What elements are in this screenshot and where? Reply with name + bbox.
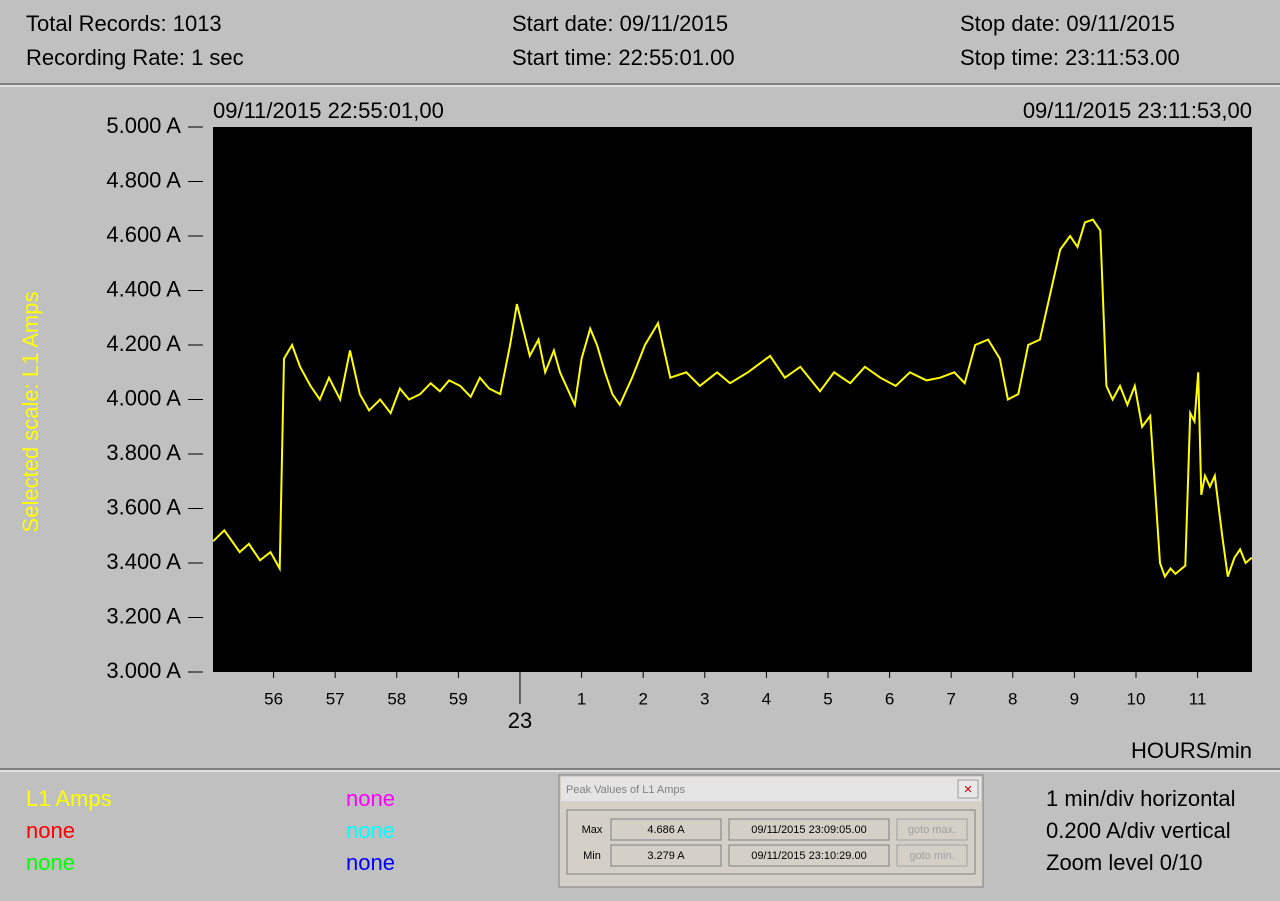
start-time: Start time: 22:55:01.00 [512, 45, 735, 70]
peak-dialog: Peak Values of L1 Amps ✕ Max 4.686 A 09/11… [558, 774, 984, 888]
y-tick-label: 4.400 A [106, 276, 181, 301]
x-tick-label: 3 [700, 689, 709, 708]
y-tick-label: 3.400 A [106, 549, 181, 574]
x-tick-label: 23 [508, 708, 532, 733]
info-line: Zoom level 0/10 [1046, 850, 1203, 875]
x-tick-label: 4 [762, 689, 771, 708]
legend-entry: none [26, 818, 75, 843]
peak-time: 09/11/2015 23:10:29.00 [751, 850, 866, 862]
dialog-titlebar [561, 777, 981, 801]
peak-rows: Max 4.686 A 09/11/2015 23:09:05.00 goto max… [582, 818, 968, 867]
legend-entry: none [26, 850, 75, 875]
recording-rate: Recording Rate: 1 sec [26, 45, 244, 70]
legend-entry: none [346, 786, 395, 811]
info-line: 0.200 A/div vertical [1046, 818, 1231, 843]
dialog-title: Peak Values of L1 Amps [566, 784, 686, 796]
x-tick-label: 58 [387, 689, 406, 708]
y-axis-label: Selected scale: L1 Amps [18, 292, 43, 533]
x-tick-label: 59 [449, 689, 468, 708]
stop-date: Stop date: 09/11/2015 [960, 11, 1175, 36]
x-axis-label: HOURS/min [1131, 738, 1252, 763]
data-line [212, 218, 1253, 579]
y-tick-label: 5.000 A [106, 113, 181, 138]
y-tick-label: 3.600 A [106, 494, 181, 519]
legend-entry: none [346, 850, 395, 875]
legend-entry: L1 Amps [26, 786, 112, 811]
end-label: 09/11/2015 23:11:53,00 [1023, 98, 1252, 123]
goto-button[interactable] [896, 844, 968, 867]
x-tick-label: 57 [326, 689, 345, 708]
peak-label: Min [583, 850, 601, 862]
value-box [610, 818, 722, 841]
goto-label: goto min. [909, 850, 954, 862]
start-date: Start date: 09/11/2015 [512, 11, 728, 36]
close-icon: ✕ [963, 784, 972, 796]
x-tick-label: 7 [946, 689, 955, 708]
x-tick-label: 6 [885, 689, 894, 708]
plot: 5.000 A 4.800 A 4.600 A 4.400 A 4.200 A 4.000… [106, 113, 1253, 733]
peak-label: Max [582, 824, 603, 836]
y-tick-label: 4.800 A [106, 167, 181, 192]
x-tick-label: 8 [1008, 689, 1017, 708]
x-tick-label: 56 [264, 689, 283, 708]
peak-value: 4.686 A [647, 824, 685, 836]
y-tick-label: 4.600 A [106, 222, 181, 247]
close-button[interactable] [957, 779, 979, 799]
start-label: 09/11/2015 22:55:01,00 [213, 98, 444, 123]
x-tick-label: 2 [638, 689, 647, 708]
x-tick-label: 5 [823, 689, 832, 708]
peak-value: 3.279 A [647, 850, 685, 862]
info-line: 1 min/div horizontal [1046, 786, 1236, 811]
y-tick-label: 3.800 A [106, 440, 181, 465]
x-tick-label: 1 [577, 689, 586, 708]
x-tick-label: 9 [1070, 689, 1079, 708]
peak-time: 09/11/2015 23:09:05.00 [751, 824, 866, 836]
stop-time: Stop time: 23:11:53.00 [960, 45, 1180, 70]
goto-button[interactable] [896, 818, 968, 841]
value-box [610, 844, 722, 867]
total-records: Total Records: 1013 [26, 11, 222, 36]
legend: L1 Amps none none none none none [26, 786, 395, 875]
plot-area [213, 127, 1252, 672]
dialog-group [566, 809, 976, 875]
time-box [728, 818, 890, 841]
x-tick-label: 10 [1127, 689, 1146, 708]
time-box [728, 844, 890, 867]
legend-entry: none [346, 818, 395, 843]
y-tick-label: 4.200 A [106, 331, 181, 356]
y-tick-label: 3.200 A [106, 603, 181, 628]
goto-label: goto max. [908, 824, 956, 836]
x-tick-label: 11 [1189, 689, 1207, 708]
y-tick-label: 4.000 A [106, 385, 181, 410]
y-tick-label: 3.000 A [106, 658, 181, 683]
